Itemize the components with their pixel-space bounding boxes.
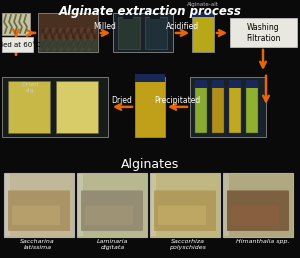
Text: Precipitated: Precipitated	[154, 96, 200, 105]
FancyBboxPatch shape	[77, 173, 147, 237]
FancyBboxPatch shape	[246, 85, 258, 133]
FancyBboxPatch shape	[229, 85, 241, 133]
FancyBboxPatch shape	[195, 85, 207, 133]
FancyBboxPatch shape	[158, 206, 206, 225]
FancyBboxPatch shape	[81, 190, 143, 231]
FancyBboxPatch shape	[223, 173, 293, 237]
FancyBboxPatch shape	[192, 13, 214, 52]
Text: Washing
Filtration: Washing Filtration	[246, 23, 280, 43]
FancyBboxPatch shape	[135, 77, 165, 137]
FancyBboxPatch shape	[224, 174, 230, 236]
Text: Dried
alg.: Dried alg.	[21, 82, 39, 93]
Text: Laminaria
digitata: Laminaria digitata	[97, 239, 128, 250]
FancyBboxPatch shape	[2, 37, 32, 52]
FancyBboxPatch shape	[154, 190, 216, 231]
FancyBboxPatch shape	[2, 77, 108, 137]
FancyBboxPatch shape	[78, 174, 83, 236]
FancyBboxPatch shape	[150, 14, 160, 19]
FancyBboxPatch shape	[8, 190, 70, 231]
Text: Alginate extraction process: Alginate extraction process	[58, 5, 242, 18]
FancyBboxPatch shape	[150, 173, 220, 237]
Text: Alginate-alt: Alginate-alt	[187, 2, 219, 7]
FancyBboxPatch shape	[231, 206, 279, 225]
FancyBboxPatch shape	[145, 17, 167, 49]
Text: Saccorhiza
polyschides: Saccorhiza polyschides	[169, 239, 206, 250]
FancyBboxPatch shape	[38, 13, 98, 52]
FancyBboxPatch shape	[151, 174, 156, 236]
FancyBboxPatch shape	[85, 206, 133, 225]
FancyBboxPatch shape	[12, 206, 60, 225]
FancyBboxPatch shape	[192, 12, 214, 17]
FancyBboxPatch shape	[227, 190, 289, 231]
FancyBboxPatch shape	[230, 19, 296, 47]
Text: Dried: Dried	[112, 96, 132, 105]
Text: Alginates: Alginates	[121, 158, 179, 171]
FancyBboxPatch shape	[135, 74, 165, 82]
FancyBboxPatch shape	[5, 174, 10, 236]
FancyBboxPatch shape	[229, 80, 241, 88]
FancyBboxPatch shape	[246, 80, 258, 88]
FancyBboxPatch shape	[39, 39, 97, 51]
FancyBboxPatch shape	[113, 13, 173, 52]
FancyBboxPatch shape	[195, 80, 207, 88]
Text: Dried at 60°C: Dried at 60°C	[0, 42, 41, 48]
FancyBboxPatch shape	[123, 14, 133, 19]
FancyBboxPatch shape	[118, 17, 140, 49]
FancyBboxPatch shape	[212, 85, 224, 133]
Text: Himanthalia spp.: Himanthalia spp.	[236, 239, 289, 244]
FancyBboxPatch shape	[8, 81, 50, 133]
Text: Milled: Milled	[94, 22, 116, 31]
FancyBboxPatch shape	[56, 81, 98, 133]
FancyBboxPatch shape	[190, 77, 266, 137]
FancyBboxPatch shape	[4, 173, 74, 237]
FancyBboxPatch shape	[212, 80, 224, 88]
Text: Saccharina
latissima: Saccharina latissima	[20, 239, 55, 250]
Text: Acidified: Acidified	[165, 22, 199, 31]
FancyBboxPatch shape	[2, 13, 30, 35]
